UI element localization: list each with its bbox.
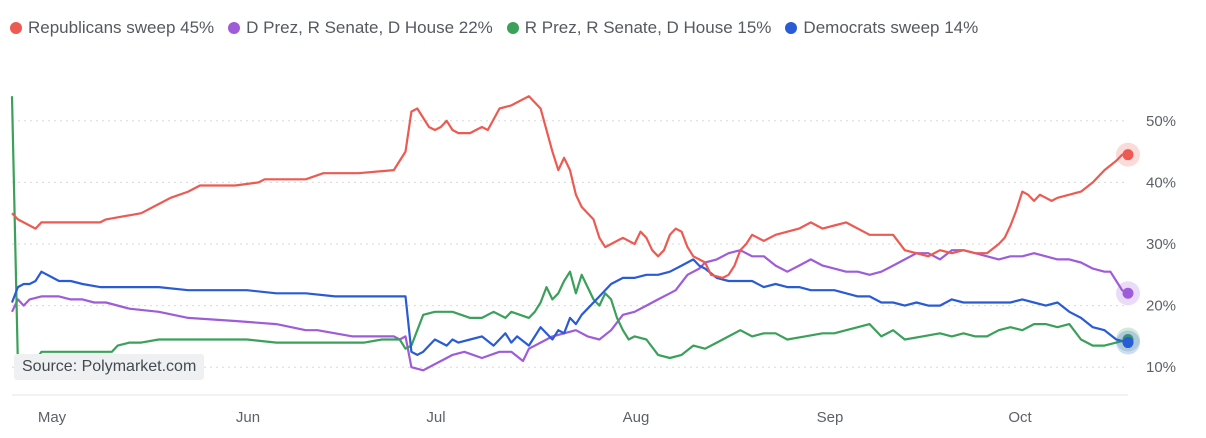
legend-label: D Prez, R Senate, D House 22%: [246, 18, 493, 37]
endpoint-dot[interactable]: [1122, 149, 1134, 161]
series-line-1: [11, 249, 1129, 372]
legend-label: Republicans sweep 45%: [28, 18, 215, 37]
chart-legend: Republicans sweep 45% D Prez, R Senate, …: [10, 18, 978, 38]
y-tick-label: 20%: [1146, 298, 1176, 315]
legend-dot-icon: [506, 22, 519, 34]
legend-dot-icon: [785, 22, 798, 34]
series-line-3: [10, 258, 1129, 356]
series-group: [10, 95, 1129, 372]
legend-item-r-prez-r-senate-d-house[interactable]: R Prez, R Senate, D House 15%: [506, 18, 772, 38]
source-label: Source: Polymarket.com: [14, 354, 205, 380]
x-tick-label: Aug: [623, 409, 650, 426]
endpoint-dot[interactable]: [1122, 337, 1134, 349]
x-tick-label: Sep: [817, 409, 844, 426]
y-axis: 10% 20% 30% 40% 50%: [1146, 113, 1176, 376]
endpoint-dot[interactable]: [1122, 287, 1134, 299]
x-tick-label: May: [38, 409, 67, 426]
series-line-0: [11, 95, 1128, 279]
legend-item-d-prez-r-senate-d-house[interactable]: D Prez, R Senate, D House 22%: [228, 18, 493, 38]
y-tick-label: 50%: [1146, 113, 1176, 130]
legend-item-republicans-sweep[interactable]: Republicans sweep 45%: [10, 18, 214, 38]
legend-dot-icon: [228, 22, 241, 34]
legend-dot-icon: [10, 22, 22, 34]
x-axis: May Jun Jul Aug Sep Oct: [38, 409, 1033, 426]
y-tick-label: 30%: [1146, 236, 1176, 253]
legend-item-democrats-sweep[interactable]: Democrats sweep 14%: [785, 18, 978, 38]
series-endpoints: [1116, 142, 1140, 355]
x-tick-label: Jul: [426, 409, 445, 426]
x-tick-label: Oct: [1008, 409, 1032, 426]
series-line-2: [10, 96, 1129, 366]
y-tick-label: 40%: [1146, 174, 1176, 191]
legend-label: Democrats sweep 14%: [803, 18, 979, 37]
x-tick-label: Jun: [236, 409, 260, 426]
legend-label: R Prez, R Senate, D House 15%: [524, 18, 772, 37]
y-tick-label: 10%: [1146, 359, 1176, 376]
